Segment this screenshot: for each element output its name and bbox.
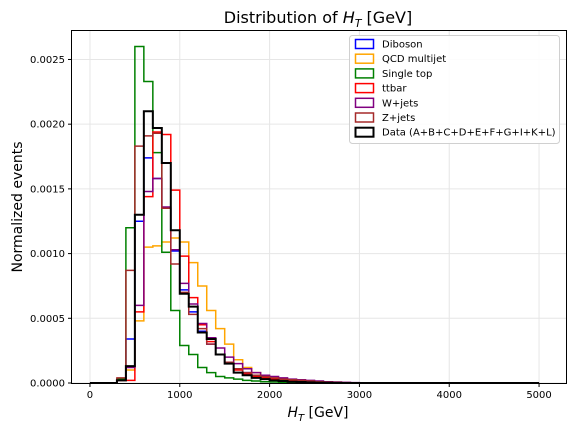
y-axis-label: Normalized events [10,141,26,272]
axis-layer: 0 1000 2000 3000 4000 5000 0.0000 0.0005 0.0010 0… [30,55,552,401]
x-tick-label: 4000 [437,390,462,401]
legend-swatch-z-jets [354,112,375,123]
y-tick-label: 0.0005 [30,314,65,325]
legend-swatch-w-jets [354,97,375,109]
legend-label-single-top: Single top [382,69,432,80]
legend-swatch-qcd-multijet [354,53,375,64]
x-tick-label: 2000 [257,390,282,401]
y-tick-label: 0.0010 [30,249,65,260]
legend: Diboson QCD multijet Single top ttbar W+jets… [349,35,560,144]
x-tick-label: 5000 [526,390,551,401]
legend-entries: Diboson QCD multijet Single top ttbar W+jets… [354,38,556,139]
y-tick-label: 0.0025 [30,55,65,66]
x-tick-label: 3000 [347,390,372,401]
legend-swatch-ttbar [354,82,375,94]
x-tick-label: 1000 [167,390,192,401]
legend-swatch-diboson [354,38,375,50]
legend-label-z-jets: Z+jets [382,113,415,124]
legend-label-diboson: Diboson [382,40,423,51]
legend-label-qcd-multijet: QCD multijet [382,54,446,65]
legend-swatch-data-a-b-c-d-e-f-g-i-k-l [354,126,375,138]
x-tick-label: 0 [87,390,93,401]
plot-area-frame [71,30,567,384]
y-tick-label: 0.0000 [30,379,65,390]
legend-box [349,35,560,144]
x-axis-label: HT [GeV] [287,405,348,424]
legend-swatch-single-top [354,68,375,79]
y-tick-label: 0.0015 [30,184,65,195]
chart-title: Distribution of HT [GeV] [224,8,412,30]
legend-label-ttbar: ttbar [382,84,407,95]
legend-label-w-jets: W+jets [382,98,418,109]
legend-label-data-a-b-c-d-e-f-g-i-k-l: Data (A+B+C+D+E+F+G+I+K+L) [382,128,556,139]
y-tick-label: 0.0020 [30,120,65,131]
